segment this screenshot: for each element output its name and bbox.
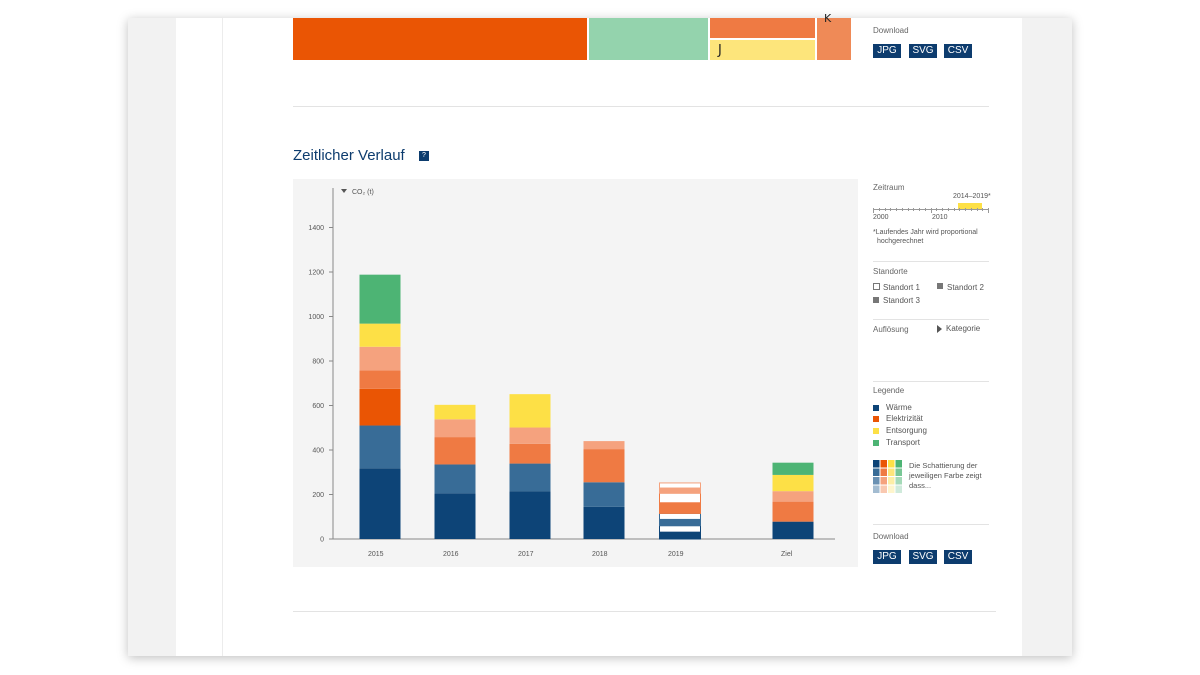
aufloesung-dropdown[interactable]: Kategorie bbox=[937, 324, 989, 336]
shade-swatch bbox=[895, 468, 902, 476]
zeitraum-range-label: 2014–2019* bbox=[953, 193, 991, 200]
shade-swatch bbox=[895, 477, 902, 485]
zeitraum-tick-mark bbox=[884, 208, 886, 211]
column-divider bbox=[222, 18, 223, 656]
zeitraum-tick-mark bbox=[878, 208, 880, 211]
zeitraum-tick-mark bbox=[976, 208, 978, 211]
shade-swatch bbox=[873, 468, 880, 476]
download-label: Download bbox=[873, 26, 909, 35]
shade-swatch bbox=[888, 468, 895, 476]
legend-swatch-waerme bbox=[873, 405, 879, 411]
zeitraum-tick-mark bbox=[907, 208, 909, 211]
standorte-label: Standorte bbox=[873, 267, 908, 276]
shade-swatch bbox=[888, 477, 895, 485]
sidebar-divider bbox=[873, 381, 989, 382]
legend-label-transport: Transport bbox=[886, 438, 920, 447]
standort-2-checkbox[interactable] bbox=[937, 283, 943, 289]
aufloesung-label: Auflösung bbox=[873, 325, 909, 334]
standort-3-label: Standort 3 bbox=[883, 296, 920, 305]
download-jpg-button[interactable]: JPG bbox=[873, 44, 901, 58]
zeitraum-note: hochgerechnet bbox=[877, 238, 924, 245]
zeitraum-tick-mark bbox=[924, 208, 926, 211]
zeitraum-tick-mark bbox=[930, 208, 932, 213]
download-svg-button[interactable]: SVG bbox=[909, 44, 937, 58]
treemap-cell-label: J bbox=[718, 43, 722, 58]
shade-swatch bbox=[895, 460, 902, 468]
shade-swatch bbox=[888, 485, 895, 493]
shade-swatch bbox=[873, 460, 880, 468]
legend-swatch-entsorgung bbox=[873, 428, 879, 434]
zeitraum-tick-mark bbox=[873, 208, 874, 213]
sidebar-divider bbox=[873, 524, 989, 525]
zeitraum-tick-mark bbox=[982, 208, 984, 211]
download-label: Download bbox=[873, 532, 909, 541]
shade-swatch bbox=[880, 460, 887, 468]
zeitraum-slider[interactable] bbox=[873, 203, 989, 215]
zeitraum-tick-mark bbox=[896, 208, 897, 211]
shade-text: dass... bbox=[909, 481, 932, 490]
sidebar-divider bbox=[873, 261, 989, 262]
legend-label-waerme: Wärme bbox=[886, 403, 912, 412]
treemap-cell[interactable] bbox=[710, 18, 815, 38]
download-svg-button[interactable]: SVG bbox=[909, 550, 937, 564]
zeitraum-tick-mark bbox=[970, 208, 972, 211]
shade-swatch bbox=[873, 485, 880, 493]
shade-swatch bbox=[895, 485, 902, 493]
zeitraum-label: Zeitraum bbox=[873, 183, 905, 192]
shade-swatch bbox=[880, 485, 887, 493]
treemap-cell[interactable] bbox=[817, 18, 851, 60]
section-divider bbox=[293, 611, 996, 612]
standort-2-label: Standort 2 bbox=[947, 283, 984, 292]
zeitraum-tick-mark bbox=[959, 208, 961, 211]
caret-right-icon bbox=[937, 325, 942, 333]
shade-swatch bbox=[888, 460, 895, 468]
download-jpg-button[interactable]: JPG bbox=[873, 550, 901, 564]
shade-swatch bbox=[873, 477, 880, 485]
zeitraum-tick-2010: 2010 bbox=[932, 214, 948, 221]
treemap-cell-label: K bbox=[824, 12, 832, 25]
help-icon[interactable]: ? bbox=[419, 151, 429, 161]
zeitraum-tick-mark bbox=[965, 208, 966, 211]
sidebar-divider bbox=[873, 319, 989, 320]
standort-1-checkbox[interactable] bbox=[873, 283, 880, 290]
zeitraum-tick-mark bbox=[988, 208, 989, 213]
zeitraum-tick-mark bbox=[942, 208, 943, 211]
treemap-cell[interactable] bbox=[710, 40, 815, 60]
zeitraum-tick-mark bbox=[919, 208, 920, 211]
standort-1-label: Standort 1 bbox=[883, 283, 920, 292]
shade-palette-icon bbox=[873, 460, 902, 493]
treemap-cell[interactable] bbox=[293, 18, 587, 60]
zeitraum-note: *Laufendes Jahr wird proportional bbox=[873, 229, 978, 236]
download-csv-button[interactable]: CSV bbox=[944, 550, 972, 564]
zeitraum-tick-mark bbox=[901, 208, 903, 211]
legend-swatch-elektrizitaet bbox=[873, 416, 879, 422]
chart-area bbox=[293, 179, 858, 567]
legend-swatch-transport bbox=[873, 440, 879, 446]
standort-3-checkbox[interactable] bbox=[873, 297, 879, 303]
zeitraum-tick-2000: 2000 bbox=[873, 214, 889, 221]
aufloesung-value: Kategorie bbox=[946, 324, 981, 333]
zeitraum-selected-range[interactable] bbox=[958, 203, 982, 209]
section-title: Zeitlicher Verlauf bbox=[293, 147, 405, 164]
download-csv-button[interactable]: CSV bbox=[944, 44, 972, 58]
shade-text: jeweiligen Farbe zeigt bbox=[909, 471, 982, 480]
shade-text: Die Schattierung der bbox=[909, 461, 978, 470]
shade-swatch bbox=[880, 477, 887, 485]
zeitraum-tick-mark bbox=[936, 208, 938, 211]
legende-label: Legende bbox=[873, 386, 905, 395]
section-divider bbox=[293, 106, 989, 107]
shade-swatch bbox=[880, 468, 887, 476]
zeitraum-tick-mark bbox=[913, 208, 915, 211]
treemap-cell[interactable] bbox=[589, 18, 708, 60]
legend-label-elektrizitaet: Elektrizität bbox=[886, 414, 923, 423]
zeitraum-tick-mark bbox=[890, 208, 892, 211]
zeitraum-tick-mark bbox=[947, 208, 949, 211]
zeitraum-tick-mark bbox=[953, 208, 955, 211]
legend-label-entsorgung: Entsorgung bbox=[886, 426, 927, 435]
